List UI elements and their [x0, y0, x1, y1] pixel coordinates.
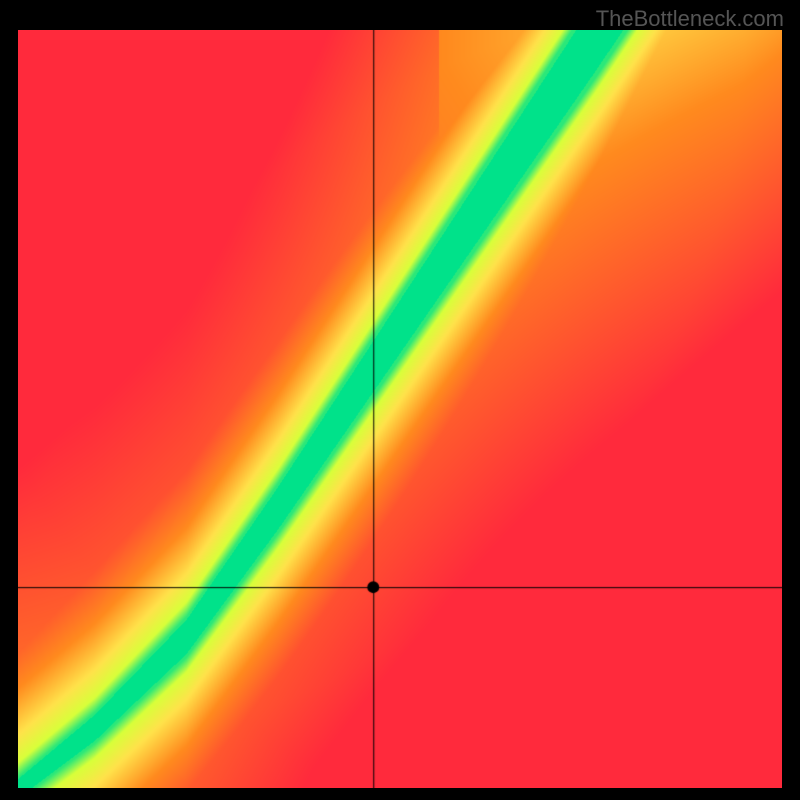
bottleneck-heatmap — [18, 30, 782, 788]
watermark-text: TheBottleneck.com — [596, 6, 784, 32]
